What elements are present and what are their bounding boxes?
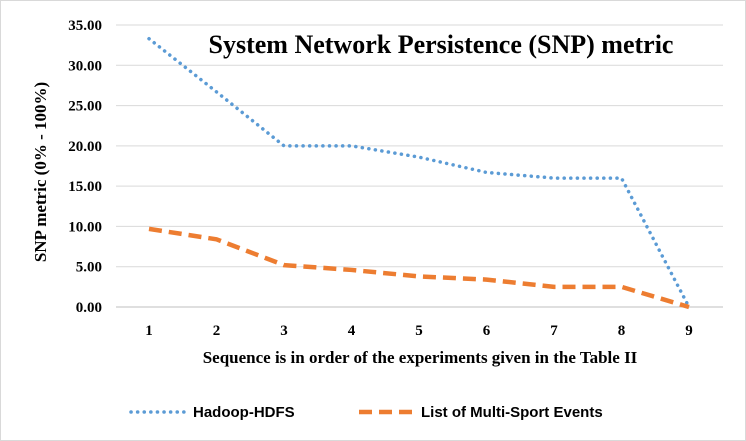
x-tick-label: 3	[280, 323, 288, 339]
y-tick-label: 30.00	[68, 58, 102, 74]
chart-title: System Network Persistence (SNP) metric	[209, 30, 674, 59]
y-tick-label: 0.00	[76, 300, 102, 316]
x-tick-labels: 1 2 3 4 5 6 7 8 9	[145, 323, 693, 339]
y-tick-label: 10.00	[68, 219, 102, 235]
gridlines	[116, 24, 723, 308]
series-line-1	[147, 36, 691, 309]
y-tick-label: 25.00	[68, 99, 102, 115]
x-tick-label: 6	[483, 323, 491, 339]
x-axis-label: Sequence is in order of the experiments …	[203, 348, 638, 367]
x-tick-label: 2	[213, 323, 221, 339]
y-tick-label: 5.00	[76, 260, 102, 276]
y-tick-label: 20.00	[68, 139, 102, 155]
y-tick-label: 15.00	[68, 179, 102, 195]
series-line-2	[148, 226, 690, 310]
x-tick-label: 4	[348, 323, 356, 339]
y-axis-label: SNP metric (0% - 100%)	[31, 82, 50, 262]
legend-label: Hadoop-HDFS	[193, 404, 295, 421]
series-group	[147, 36, 691, 310]
legend-label: List of Multi-Sport Events	[421, 404, 603, 421]
x-tick-label: 8	[618, 323, 626, 339]
x-tick-label: 5	[415, 323, 423, 339]
x-tick-label: 7	[550, 323, 558, 339]
x-tick-label: 1	[145, 323, 153, 339]
y-tick-labels: 0.00 5.00 10.00 15.00 20.00 25.00 30.00 35.00	[68, 18, 102, 316]
x-tick-label: 9	[685, 323, 693, 339]
legend: Hadoop-HDFS List of Multi-Sport Events	[129, 404, 603, 421]
y-tick-label: 35.00	[68, 18, 102, 34]
